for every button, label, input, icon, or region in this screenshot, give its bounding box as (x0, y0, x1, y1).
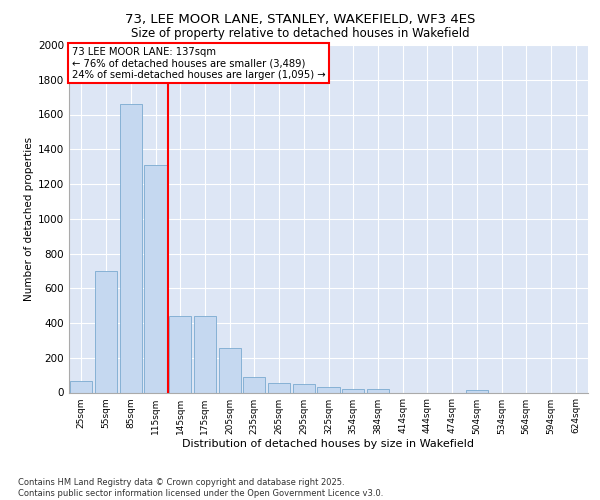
Y-axis label: Number of detached properties: Number of detached properties (24, 136, 34, 301)
Bar (218, 348, 241, 393)
Text: 73 LEE MOOR LANE: 137sqm
← 76% of detached houses are smaller (3,489)
24% of sem: 73 LEE MOOR LANE: 137sqm ← 76% of detach… (71, 46, 325, 80)
Bar (243, 377, 265, 392)
Text: 73, LEE MOOR LANE, STANLEY, WAKEFIELD, WF3 4ES: 73, LEE MOOR LANE, STANLEY, WAKEFIELD, W… (125, 12, 475, 26)
Bar (317, 388, 340, 392)
Bar (342, 389, 364, 392)
Bar (367, 389, 389, 392)
Bar (466, 390, 488, 392)
Bar (293, 384, 315, 392)
Bar (194, 316, 216, 392)
X-axis label: Distribution of detached houses by size in Wakefield: Distribution of detached houses by size … (182, 440, 475, 450)
Text: Size of property relative to detached houses in Wakefield: Size of property relative to detached ho… (131, 28, 469, 40)
Bar (169, 316, 191, 392)
Bar (70, 381, 92, 392)
Bar (268, 383, 290, 392)
Bar (145, 165, 167, 392)
Bar (119, 104, 142, 393)
Text: Contains HM Land Registry data © Crown copyright and database right 2025.
Contai: Contains HM Land Registry data © Crown c… (18, 478, 383, 498)
Bar (95, 271, 117, 392)
